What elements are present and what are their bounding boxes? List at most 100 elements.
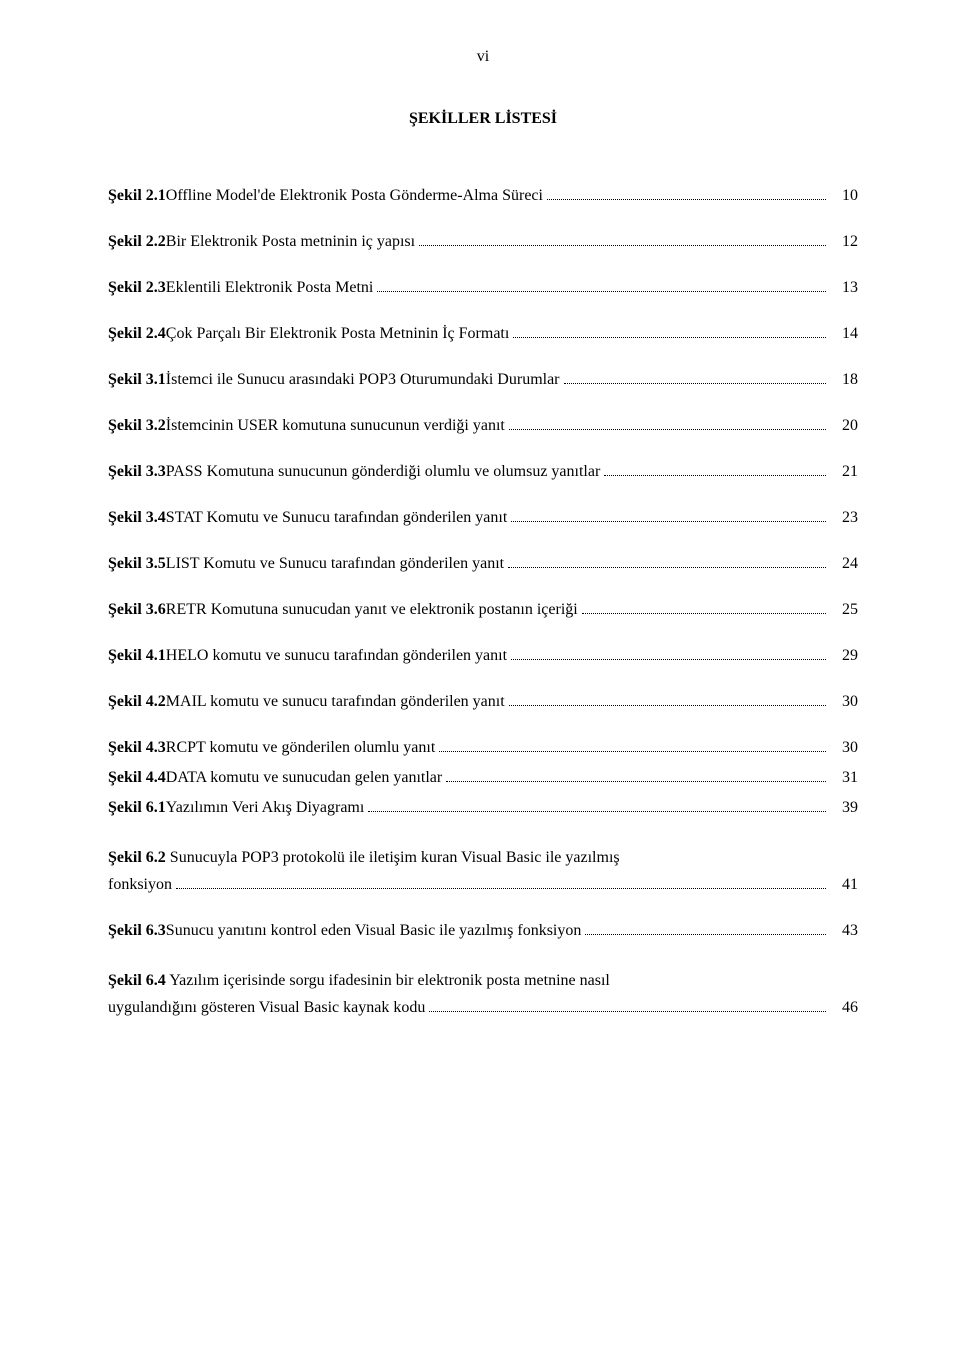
entry-description: Çok Parçalı Bir Elektronik Posta Metnini… <box>166 322 510 346</box>
entry-label: Şekil 6.1 <box>108 796 166 820</box>
entry-page-number: 30 <box>830 690 858 714</box>
toc-entry: Şekil 2.1 Offline Model'de Elektronik Po… <box>108 184 858 208</box>
toc-entry: Şekil 4.1 HELO komutu ve sunucu tarafınd… <box>108 644 858 668</box>
leader-dots <box>439 738 826 752</box>
entry-description: LIST Komutu ve Sunucu tarafından gönderi… <box>166 552 504 576</box>
toc-entry: Şekil 3.1 İstemci ile Sunucu arasındaki … <box>108 368 858 392</box>
entry-first-line: Şekil 6.4 Yazılım içerisinde sorgu ifade… <box>108 965 858 996</box>
entry-page-number: 30 <box>830 736 858 760</box>
entry-description: PASS Komutuna sunucunun gönderdiği oluml… <box>166 460 601 484</box>
entry-label: Şekil 3.4 <box>108 506 166 530</box>
entry-page-number: 10 <box>830 184 858 208</box>
entry-description: Offline Model'de Elektronik Posta Gönder… <box>166 184 543 208</box>
toc-entry: Şekil 2.2 Bir Elektronik Posta metninin … <box>108 230 858 254</box>
entry-page-number: 43 <box>830 919 858 943</box>
entry-description: RETR Komutuna sunucudan yanıt ve elektro… <box>166 598 578 622</box>
toc-entry: Şekil 6.1 Yazılımın Veri Akış Diyagramı 3… <box>108 796 858 820</box>
entry-page-number: 23 <box>830 506 858 530</box>
entry-description: STAT Komutu ve Sunucu tarafından gönderi… <box>166 506 507 530</box>
entry-label: Şekil 6.4 <box>108 972 166 989</box>
entry-description-part1: Sunucuyla POP3 protokolü ile iletişim ku… <box>166 849 620 866</box>
leader-dots <box>509 692 826 706</box>
entry-page-number: 29 <box>830 644 858 668</box>
entry-label: Şekil 2.2 <box>108 230 166 254</box>
entry-label: Şekil 6.3 <box>108 919 166 943</box>
entry-description: İstemci ile Sunucu arasındaki POP3 Oturu… <box>166 368 560 392</box>
entry-label: Şekil 2.4 <box>108 322 166 346</box>
entry-description: İstemcinin USER komutuna sunucunun verdi… <box>166 414 505 438</box>
entry-page-number: 25 <box>830 598 858 622</box>
entry-description: Sunucu yanıtını kontrol eden Visual Basi… <box>166 919 582 943</box>
entry-label: Şekil 6.2 <box>108 849 166 866</box>
entry-page-number: 31 <box>830 766 858 790</box>
toc-entry: Şekil 2.4 Çok Parçalı Bir Elektronik Pos… <box>108 322 858 346</box>
entries-list: Şekil 2.1 Offline Model'de Elektronik Po… <box>108 184 858 820</box>
entry-page-number: 13 <box>830 276 858 300</box>
leader-dots <box>582 600 826 614</box>
entry-page-number: 20 <box>830 414 858 438</box>
leader-dots <box>368 798 826 812</box>
entry-label: Şekil 3.6 <box>108 598 166 622</box>
toc-entry: Şekil 4.4 DATA komutu ve sunucudan gelen… <box>108 766 858 790</box>
toc-entry-multiline: Şekil 6.4 Yazılım içerisinde sorgu ifade… <box>108 965 858 1020</box>
leader-dots <box>377 278 826 292</box>
leader-dots <box>585 921 826 935</box>
entry-description: HELO komutu ve sunucu tarafından gönderi… <box>166 644 507 668</box>
toc-entry: Şekil 2.3 Eklentili Elektronik Posta Met… <box>108 276 858 300</box>
entry-label: Şekil 3.2 <box>108 414 166 438</box>
toc-entry: Şekil 3.2 İstemcinin USER komutuna sunuc… <box>108 414 858 438</box>
entry-description-part1: Yazılım içerisinde sorgu ifadesinin bir … <box>166 972 610 989</box>
entry-page-number: 12 <box>830 230 858 254</box>
leader-dots <box>176 875 826 889</box>
entry-page-number: 18 <box>830 368 858 392</box>
entry-label: Şekil 4.1 <box>108 644 166 668</box>
entry-page-number: 21 <box>830 460 858 484</box>
leader-dots <box>511 508 826 522</box>
entry-description: Yazılımın Veri Akış Diyagramı <box>166 796 365 820</box>
entry-description: MAIL komutu ve sunucu tarafından gönderi… <box>166 690 505 714</box>
entry-page-number: 39 <box>830 796 858 820</box>
entry-page-number: 24 <box>830 552 858 576</box>
leader-dots <box>419 232 826 246</box>
toc-entry: Şekil 3.5 LIST Komutu ve Sunucu tarafınd… <box>108 552 858 576</box>
leader-dots <box>508 554 826 568</box>
leader-dots <box>446 768 826 782</box>
leader-dots <box>511 646 826 660</box>
entry-description-part2: fonksiyon <box>108 873 172 897</box>
entry-page-number: 14 <box>830 322 858 346</box>
entry-page-number: 46 <box>830 996 858 1020</box>
leader-dots <box>604 462 826 476</box>
toc-entry: Şekil 4.3 RCPT komutu ve gönderilen olum… <box>108 736 858 760</box>
toc-entry-multiline: Şekil 6.2 Sunucuyla POP3 protokolü ile i… <box>108 842 858 897</box>
entry-description: RCPT komutu ve gönderilen olumlu yanıt <box>166 736 435 760</box>
leader-dots <box>513 324 826 338</box>
entry-label: Şekil 4.3 <box>108 736 166 760</box>
toc-entry: Şekil 3.3 PASS Komutuna sunucunun gönder… <box>108 460 858 484</box>
leader-dots <box>564 370 826 384</box>
entry-label: Şekil 3.3 <box>108 460 166 484</box>
toc-entry: Şekil 3.4 STAT Komutu ve Sunucu tarafınd… <box>108 506 858 530</box>
leader-dots <box>547 186 826 200</box>
page-number: vi <box>108 48 858 66</box>
list-title: ŞEKİLLER LİSTESİ <box>108 110 858 128</box>
toc-entry: Şekil 4.2 MAIL komutu ve sunucu tarafınd… <box>108 690 858 714</box>
entry-label: Şekil 2.3 <box>108 276 166 300</box>
leader-dots <box>509 416 826 430</box>
entry-description: DATA komutu ve sunucudan gelen yanıtlar <box>166 766 442 790</box>
entry-label: Şekil 4.2 <box>108 690 166 714</box>
entry-label: Şekil 3.1 <box>108 368 166 392</box>
entry-last-line: uygulandığını gösteren Visual Basic kayn… <box>108 996 858 1020</box>
toc-entry: Şekil 3.6 RETR Komutuna sunucudan yanıt … <box>108 598 858 622</box>
multiline-entries-list: Şekil 6.2 Sunucuyla POP3 protokolü ile i… <box>108 842 858 1020</box>
entry-page-number: 41 <box>830 873 858 897</box>
leader-dots <box>429 998 826 1012</box>
entry-label: Şekil 2.1 <box>108 184 166 208</box>
entry-label: Şekil 4.4 <box>108 766 166 790</box>
entry-first-line: Şekil 6.2 Sunucuyla POP3 protokolü ile i… <box>108 842 858 873</box>
entry-last-line: fonksiyon 41 <box>108 873 858 897</box>
toc-entry: Şekil 6.3 Sunucu yanıtını kontrol eden V… <box>108 919 858 943</box>
entry-description: Bir Elektronik Posta metninin iç yapısı <box>166 230 415 254</box>
entry-description-part2: uygulandığını gösteren Visual Basic kayn… <box>108 996 425 1020</box>
entry-description: Eklentili Elektronik Posta Metni <box>166 276 374 300</box>
entry-label: Şekil 3.5 <box>108 552 166 576</box>
